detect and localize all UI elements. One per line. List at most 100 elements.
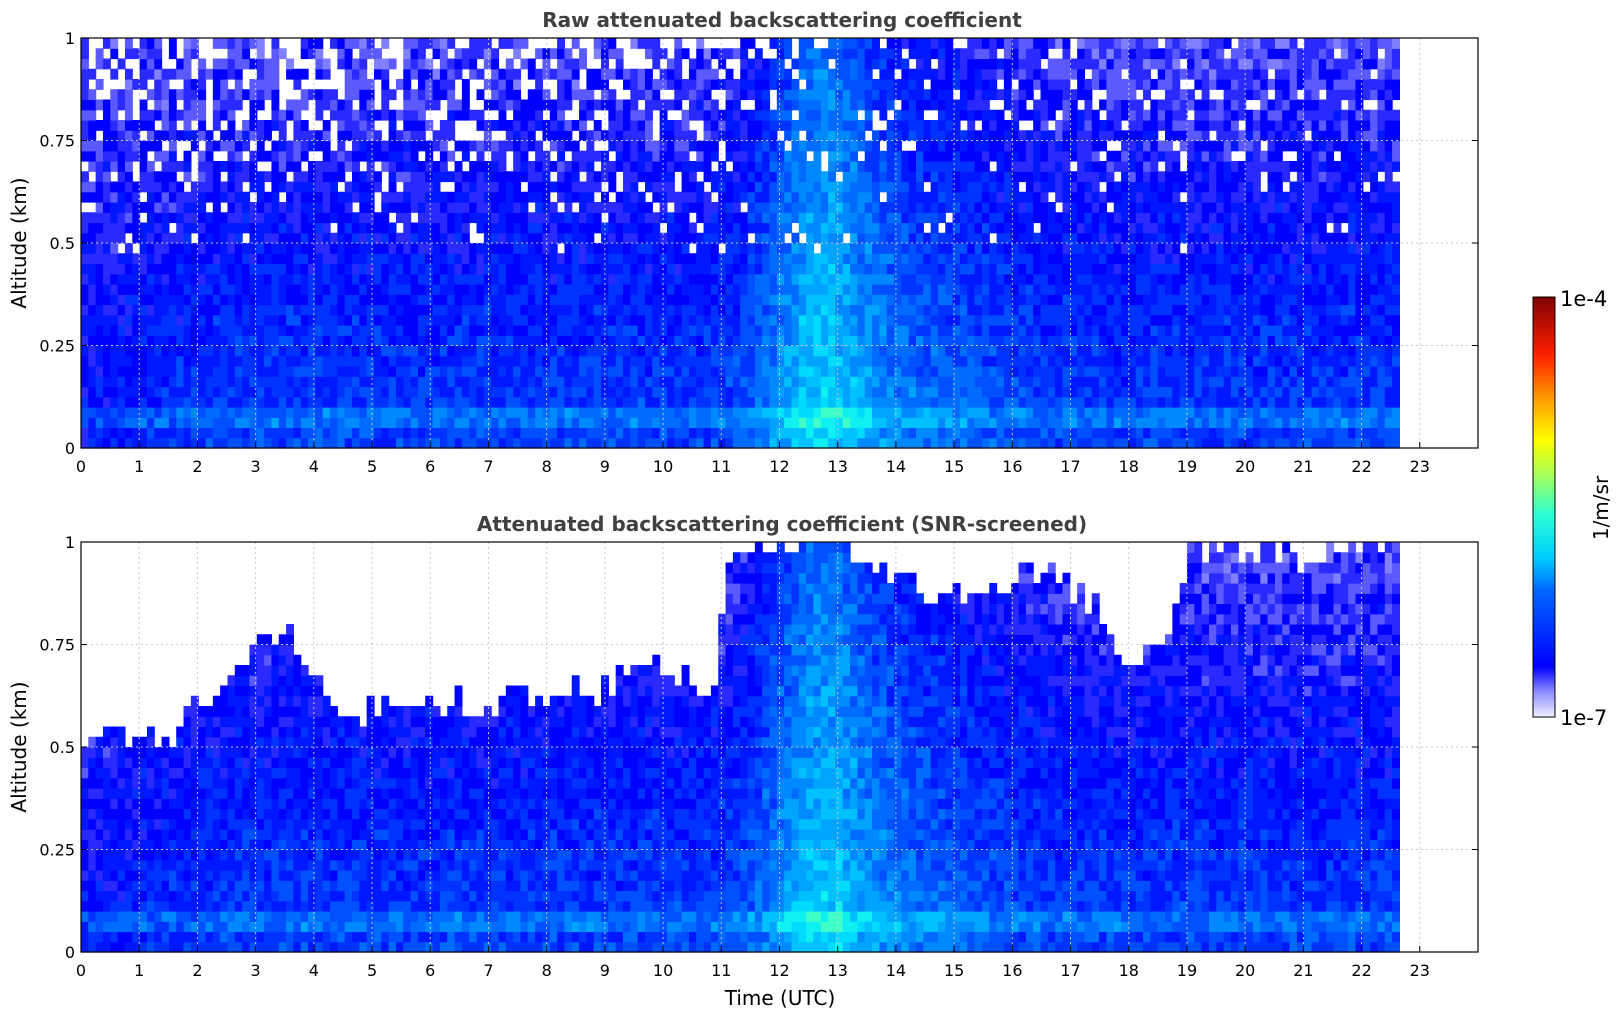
heatmap-cell <box>828 325 837 336</box>
heatmap-cell <box>967 222 976 234</box>
heatmap-cell <box>102 345 111 357</box>
heatmap-cell <box>352 263 360 275</box>
heatmap-cell <box>864 58 873 70</box>
heatmap-cell <box>601 345 609 357</box>
heatmap-cell <box>835 376 844 388</box>
heatmap-cell <box>1062 366 1071 377</box>
heatmap-cell <box>366 284 375 295</box>
heatmap-cell <box>520 109 529 121</box>
heatmap-cell <box>373 243 382 254</box>
heatmap-cell <box>930 437 939 449</box>
heatmap-cell <box>754 212 763 224</box>
heatmap-cell <box>586 304 595 316</box>
heatmap-cell <box>974 191 983 203</box>
heatmap-cell <box>124 407 133 418</box>
heatmap-cell <box>124 273 133 285</box>
heatmap-cell <box>835 212 844 224</box>
heatmap-cell <box>1018 191 1027 203</box>
heatmap-cell <box>798 212 807 224</box>
heatmap-cell <box>110 284 119 295</box>
heatmap-cell <box>439 130 448 142</box>
heatmap-cell <box>850 345 858 357</box>
heatmap-cell <box>791 253 800 265</box>
heatmap-cell <box>381 345 390 357</box>
heatmap-cell <box>352 161 360 172</box>
heatmap-cell <box>872 253 880 265</box>
heatmap-cell <box>395 407 404 418</box>
heatmap-cell <box>850 325 858 336</box>
heatmap-cell <box>996 202 1005 213</box>
heatmap-cell <box>894 345 902 357</box>
heatmap-cell <box>373 48 382 60</box>
heatmap-cell <box>220 345 229 357</box>
heatmap-cell <box>139 325 148 336</box>
heatmap-cell <box>373 427 382 439</box>
heatmap-cell <box>234 171 243 183</box>
heatmap-cell <box>469 58 478 70</box>
heatmap-cell <box>857 212 866 224</box>
heatmap-cell <box>315 284 324 295</box>
heatmap-cell <box>820 273 829 285</box>
heatmap-cell <box>549 366 558 377</box>
heatmap-cell <box>242 253 251 265</box>
heatmap-cell <box>403 314 412 326</box>
heatmap-cell <box>95 232 104 244</box>
heatmap-cell <box>476 150 485 162</box>
heatmap-cell <box>652 263 661 275</box>
heatmap-cell <box>864 396 873 408</box>
heatmap-cell <box>872 89 880 101</box>
heatmap-cell <box>710 222 719 234</box>
heatmap-cell <box>967 161 976 172</box>
heatmap-cell <box>769 304 778 316</box>
heatmap-cell <box>879 355 888 367</box>
heatmap-cell <box>864 314 873 326</box>
heatmap-cell <box>747 304 756 316</box>
heatmap-cell <box>1040 212 1049 224</box>
heatmap-cell <box>879 222 888 234</box>
heatmap-cell <box>688 222 697 234</box>
heatmap-cell <box>154 427 163 439</box>
heatmap-cell <box>300 38 309 49</box>
heatmap-cell <box>791 212 800 224</box>
heatmap-cell <box>461 407 470 418</box>
heatmap-cell <box>725 243 734 254</box>
heatmap-cell <box>1003 161 1012 172</box>
heatmap-cell <box>908 325 917 336</box>
heatmap-cell <box>842 89 851 101</box>
heatmap-cell <box>161 99 170 111</box>
heatmap-cell <box>220 222 229 234</box>
heatmap-cell <box>1011 48 1020 60</box>
heatmap-cell <box>1040 355 1049 367</box>
heatmap-cell <box>747 181 756 193</box>
heatmap-cell <box>1047 355 1056 367</box>
heatmap-cell <box>102 335 111 347</box>
heatmap-cell <box>330 355 338 367</box>
heatmap-cell <box>95 437 104 449</box>
heatmap-cell <box>1047 99 1056 111</box>
heatmap-cell <box>886 89 895 101</box>
heatmap-cell <box>447 263 456 275</box>
heatmap-cell <box>776 212 785 224</box>
heatmap-cell <box>674 314 683 326</box>
heatmap-cell <box>945 355 954 367</box>
heatmap-cell <box>571 355 580 367</box>
heatmap-cell <box>923 376 932 388</box>
heatmap-cell <box>637 109 646 121</box>
heatmap-cell <box>813 314 822 326</box>
heatmap-cell <box>410 202 419 213</box>
heatmap-cell <box>1077 386 1086 398</box>
heatmap-cell <box>652 345 661 357</box>
heatmap-cell <box>95 304 104 316</box>
heatmap-cell <box>923 427 932 439</box>
heatmap-cell <box>469 243 478 254</box>
heatmap-cell <box>857 345 866 357</box>
heatmap-cell <box>256 232 265 244</box>
heatmap-cell <box>300 437 309 449</box>
heatmap-cell <box>286 202 295 213</box>
heatmap-cell <box>520 396 529 408</box>
heatmap-cell <box>513 284 522 295</box>
heatmap-cell <box>264 263 273 275</box>
heatmap-cell <box>1018 58 1027 70</box>
heatmap-cell <box>747 89 756 101</box>
heatmap-cell <box>974 130 983 142</box>
